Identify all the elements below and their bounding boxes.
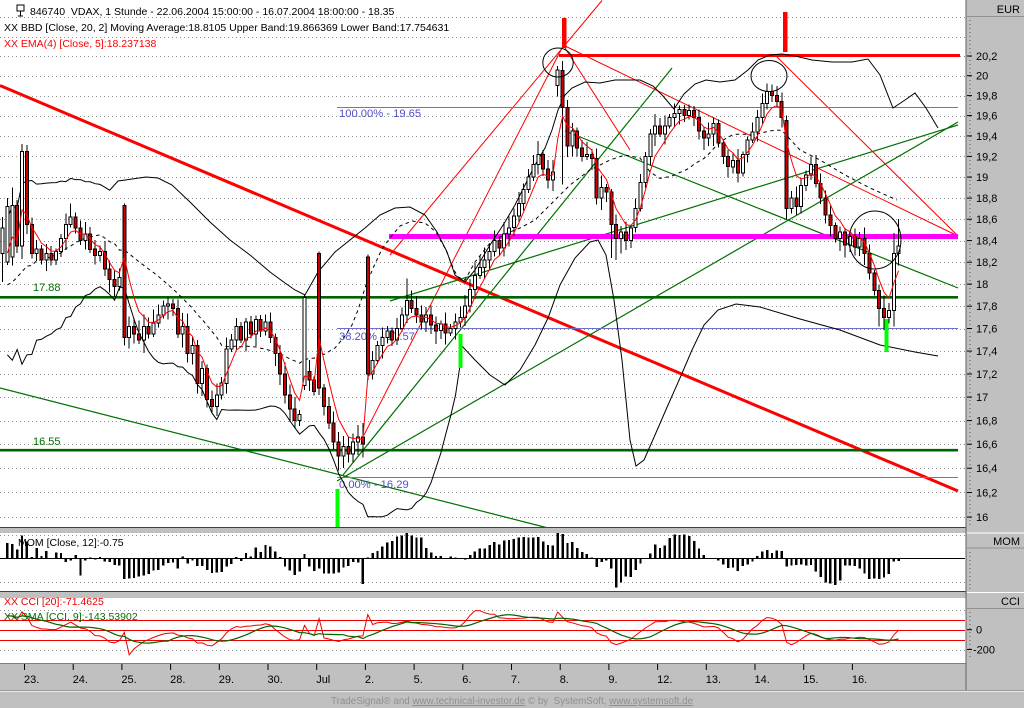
svg-text:13.: 13.: [706, 674, 721, 686]
svg-text:14.: 14.: [755, 674, 770, 686]
svg-text:24.: 24.: [73, 674, 88, 686]
svg-text:15.: 15.: [803, 674, 818, 686]
svg-text:16,8: 16,8: [976, 416, 997, 428]
svg-text:6.: 6.: [462, 674, 471, 686]
svg-text:19: 19: [976, 172, 988, 184]
svg-text:MOM: MOM: [993, 536, 1020, 548]
svg-text:19,4: 19,4: [976, 131, 997, 143]
svg-text:MOM [Close, 12]:-0.75: MOM [Close, 12]:-0.75: [18, 537, 124, 549]
svg-text:2.: 2.: [365, 674, 374, 686]
svg-text:19,8: 19,8: [976, 91, 997, 103]
svg-text:16: 16: [976, 512, 988, 524]
svg-text:30.: 30.: [268, 674, 283, 686]
svg-text:17,8: 17,8: [976, 301, 997, 313]
svg-text:12.: 12.: [657, 674, 672, 686]
svg-text:5.: 5.: [414, 674, 423, 686]
svg-text:Jul: Jul: [316, 674, 330, 686]
svg-text:20: 20: [976, 71, 988, 83]
svg-text:TradeSignal® and www.technical: TradeSignal® and www.technical-investor.…: [331, 696, 694, 707]
svg-text:17,4: 17,4: [976, 346, 997, 358]
svg-text:XX EMA(4) [Close, 5]:18.237138: XX EMA(4) [Close, 5]:18.237138: [4, 38, 156, 50]
svg-text:16,6: 16,6: [976, 439, 997, 451]
svg-text:CCI: CCI: [1001, 596, 1020, 608]
svg-text:19,2: 19,2: [976, 151, 997, 163]
svg-text:18: 18: [976, 279, 988, 291]
svg-text:XX SMA [CCI, 9]:-143.53902: XX SMA [CCI, 9]:-143.53902: [4, 611, 138, 623]
svg-text:29.: 29.: [219, 674, 234, 686]
svg-text:8.: 8.: [560, 674, 569, 686]
svg-text:25.: 25.: [121, 674, 136, 686]
svg-text:XX BBD [Close, 20, 2] Moving A: XX BBD [Close, 20, 2] Moving Average:18.…: [4, 22, 449, 34]
svg-text:23.: 23.: [24, 674, 39, 686]
svg-text:XX CCI [20]:-71.4625: XX CCI [20]:-71.4625: [4, 596, 104, 608]
svg-text:17.88: 17.88: [33, 282, 61, 294]
svg-text:28.: 28.: [170, 674, 185, 686]
svg-text:18,6: 18,6: [976, 214, 997, 226]
svg-text:20,2: 20,2: [976, 51, 997, 63]
svg-text:100.00% - 19.65: 100.00% - 19.65: [339, 108, 421, 120]
svg-text:16.55: 16.55: [33, 436, 61, 448]
svg-text:16,2: 16,2: [976, 488, 997, 500]
svg-text:19,6: 19,6: [976, 111, 997, 123]
svg-text:16.: 16.: [852, 674, 867, 686]
svg-text:17,6: 17,6: [976, 324, 997, 336]
svg-text:846740 VDAX, 1 Stunde - 22.06: 846740 VDAX, 1 Stunde - 22.06.2004 15:00…: [30, 6, 394, 18]
svg-text:18,2: 18,2: [976, 257, 997, 269]
svg-text:EUR: EUR: [997, 4, 1020, 16]
svg-text:17,2: 17,2: [976, 369, 997, 381]
svg-text:18,8: 18,8: [976, 193, 997, 205]
svg-text:18,4: 18,4: [976, 236, 997, 248]
svg-text:0.00% - 16.29: 0.00% - 16.29: [339, 479, 409, 491]
svg-text:7.: 7.: [511, 674, 520, 686]
svg-text:0: 0: [976, 625, 982, 637]
svg-text:9.: 9.: [608, 674, 617, 686]
svg-text:16,4: 16,4: [976, 463, 997, 475]
svg-text:-200: -200: [973, 645, 995, 657]
svg-text:38.20% - 17.57: 38.20% - 17.57: [339, 331, 415, 343]
svg-text:17: 17: [976, 392, 988, 404]
